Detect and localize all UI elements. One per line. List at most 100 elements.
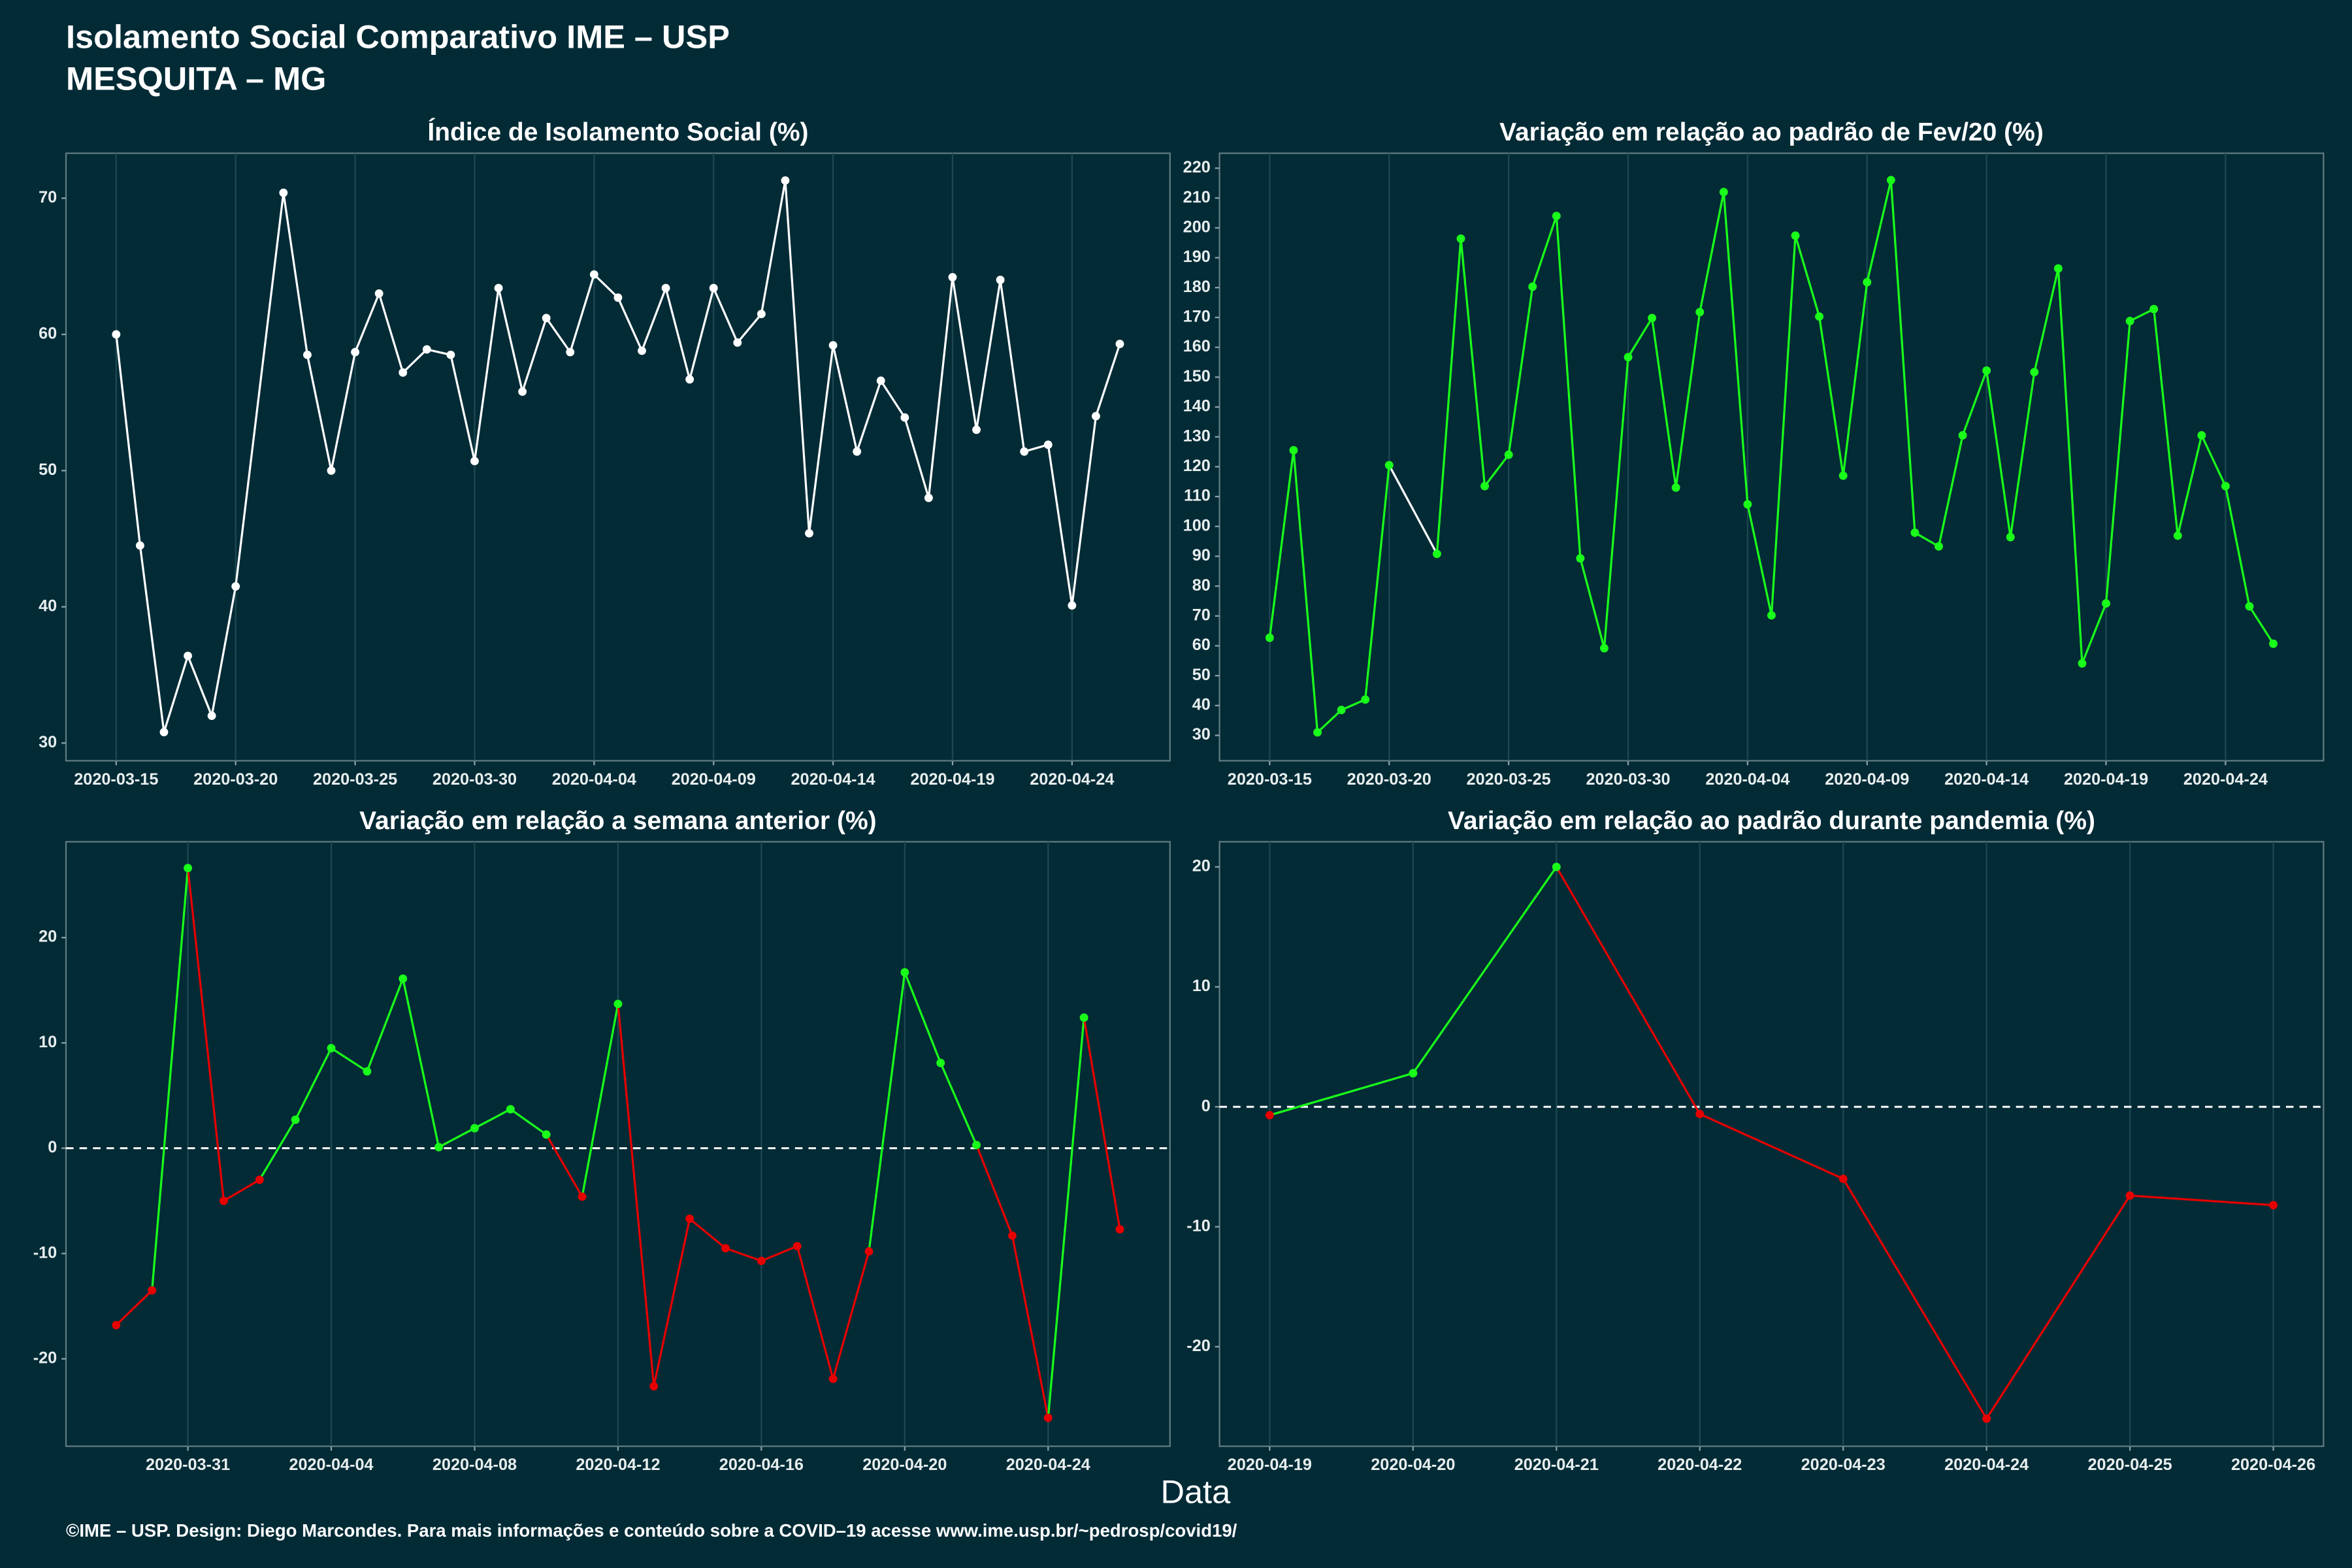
x-tick-label: 2020-04-20 bbox=[1371, 1456, 1455, 1474]
line-segment bbox=[1269, 1072, 1414, 1117]
y-tick-label: 220 bbox=[1183, 158, 1211, 176]
line-segment bbox=[473, 287, 500, 461]
y-tick-label: 200 bbox=[1183, 218, 1211, 236]
y-tick-label: -20 bbox=[1186, 1337, 1211, 1355]
x-tick-label: 2020-04-24 bbox=[1944, 1456, 2029, 1474]
line-segment bbox=[593, 273, 619, 299]
data-point bbox=[399, 974, 408, 983]
x-tick-label: 2020-04-14 bbox=[1944, 770, 2029, 789]
data-point bbox=[1743, 500, 1752, 509]
data-point bbox=[1600, 644, 1609, 653]
data-point bbox=[805, 529, 813, 538]
data-point bbox=[1982, 366, 1991, 375]
line-segment bbox=[1699, 1113, 1844, 1180]
x-tick-label: 2020-04-08 bbox=[433, 1456, 517, 1474]
line-segment bbox=[186, 868, 225, 1201]
data-point bbox=[1695, 1109, 1705, 1119]
line-segment bbox=[115, 334, 142, 546]
x-tick-label: 2020-04-04 bbox=[552, 770, 636, 789]
line-segment bbox=[378, 293, 404, 373]
line-segment bbox=[2200, 434, 2227, 487]
line-segment bbox=[2129, 308, 2155, 322]
y-tick-label: 150 bbox=[1183, 367, 1211, 385]
line-segment bbox=[223, 1179, 261, 1202]
data-point bbox=[757, 310, 766, 319]
data-point bbox=[1079, 1013, 1088, 1022]
x-tick-label: 2020-04-25 bbox=[2088, 1456, 2172, 1474]
line-segment bbox=[736, 313, 762, 344]
data-point bbox=[1115, 1225, 1124, 1234]
line-segment bbox=[1842, 1178, 1988, 1420]
data-point bbox=[148, 1286, 157, 1295]
line-segment bbox=[1531, 216, 1558, 287]
y-tick-label: 70 bbox=[39, 188, 57, 206]
data-point bbox=[781, 176, 790, 185]
y-tick-label: 0 bbox=[48, 1138, 57, 1156]
line-segment bbox=[760, 1245, 798, 1262]
line-segment bbox=[258, 1119, 297, 1181]
line-segment bbox=[330, 351, 357, 471]
line-segment bbox=[927, 277, 954, 498]
data-point bbox=[972, 1141, 981, 1150]
y-tick-label: 40 bbox=[1192, 696, 1211, 714]
line-segment bbox=[331, 1047, 368, 1073]
line-segment bbox=[1674, 312, 1701, 488]
data-point bbox=[184, 651, 192, 661]
line-segment bbox=[664, 287, 691, 380]
x-tick-label: 2020-03-30 bbox=[1586, 770, 1670, 789]
line-segment bbox=[760, 180, 787, 314]
data-point bbox=[828, 341, 838, 350]
line-segment bbox=[712, 287, 739, 344]
data-point bbox=[1068, 601, 1077, 610]
data-point bbox=[255, 1175, 264, 1184]
x-tick-label: 2020-04-22 bbox=[1658, 1456, 1742, 1474]
data-point bbox=[2197, 431, 2206, 440]
line-segment bbox=[1388, 465, 1438, 555]
y-tick-label: 60 bbox=[39, 325, 57, 343]
data-point bbox=[506, 1105, 515, 1114]
line-segment bbox=[832, 1251, 870, 1379]
line-segment bbox=[617, 297, 643, 351]
line-segment bbox=[999, 280, 1026, 452]
line-segment bbox=[2153, 308, 2179, 536]
line-segment bbox=[904, 417, 930, 498]
data-point bbox=[1791, 231, 1800, 240]
data-point bbox=[864, 1247, 874, 1256]
data-point bbox=[542, 314, 551, 323]
line-segment bbox=[1094, 343, 1121, 417]
line-segment bbox=[975, 1145, 1013, 1236]
line-segment bbox=[2176, 434, 2203, 536]
data-point bbox=[1480, 482, 1490, 491]
y-tick-label: 70 bbox=[1192, 606, 1211, 624]
y-tick-label: 50 bbox=[39, 461, 57, 479]
y-tick-label: 20 bbox=[39, 928, 57, 946]
data-point bbox=[1863, 278, 1872, 287]
line-segment bbox=[1627, 317, 1653, 358]
line-segment bbox=[796, 1245, 834, 1379]
data-point bbox=[1337, 706, 1346, 715]
data-point bbox=[422, 345, 431, 354]
line-segment bbox=[1914, 531, 1940, 547]
line-segment bbox=[1961, 370, 1988, 436]
data-point bbox=[1719, 188, 1728, 197]
line-segment bbox=[868, 972, 906, 1252]
y-tick-label: 90 bbox=[1192, 546, 1211, 564]
y-tick-label: 110 bbox=[1184, 487, 1211, 505]
line-segment bbox=[1341, 698, 1366, 711]
line-segment bbox=[210, 586, 237, 716]
data-point bbox=[613, 293, 623, 302]
data-point bbox=[1313, 728, 1322, 737]
data-point bbox=[2030, 368, 2039, 376]
data-point bbox=[2221, 482, 2230, 491]
data-point bbox=[135, 541, 144, 550]
data-point bbox=[2149, 304, 2159, 314]
data-point bbox=[900, 413, 909, 422]
x-tick-label: 2020-03-30 bbox=[433, 770, 517, 789]
line-segment bbox=[1292, 450, 1319, 733]
line-segment bbox=[975, 280, 1002, 431]
line-segment bbox=[1603, 357, 1629, 649]
data-point bbox=[948, 272, 957, 282]
data-point bbox=[1935, 542, 1943, 551]
line-segment bbox=[1047, 444, 1073, 606]
